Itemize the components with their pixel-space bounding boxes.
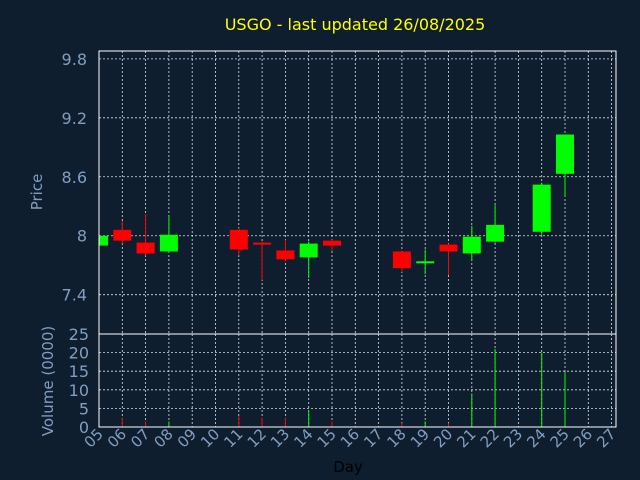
x-axis-label: Day: [333, 458, 363, 476]
candle-body: [462, 236, 481, 254]
candle-body: [416, 261, 435, 264]
volume-tick-label: 10: [69, 381, 89, 400]
candle-body: [439, 244, 458, 252]
volume-tick-label: 15: [69, 362, 89, 381]
candle-body: [159, 234, 178, 252]
x-tick-labels: 0506070809101112131415161718192021222324…: [81, 425, 620, 451]
volume-tick-label: 0: [79, 418, 89, 437]
volume-tick-label: 25: [69, 325, 89, 344]
price-candles: [98, 134, 574, 280]
x-tick-label: 27: [593, 425, 619, 451]
volume-gridlines: [99, 334, 616, 427]
price-tick-label: 9.8: [62, 50, 87, 69]
candle-body: [113, 229, 132, 241]
candle-body: [299, 243, 318, 258]
volume-axis-label: Volume (0000): [39, 326, 57, 436]
volume-tick-label: 5: [79, 399, 89, 418]
volume-panel-frame: [98, 333, 617, 428]
candle-body: [136, 242, 155, 254]
price-tick-label: 8: [77, 227, 87, 246]
chart-title: USGO - last updated 26/08/2025: [225, 15, 486, 34]
price-tick-label: 9.2: [62, 109, 87, 128]
price-tick-labels: 9.8 9.2 8.6 8 7.4: [62, 50, 87, 305]
volume-tick-label: 20: [69, 344, 89, 363]
candle-body: [556, 134, 574, 174]
candle-body: [276, 250, 295, 260]
price-tick-label: 7.4: [62, 286, 87, 305]
candle-body: [323, 240, 341, 246]
candle-body: [392, 251, 411, 269]
volume-bars: [98, 348, 566, 427]
candle-body: [99, 235, 108, 246]
price-axis-label: Price: [28, 174, 46, 211]
candle-body: [532, 184, 551, 232]
candle-body: [229, 229, 248, 250]
candle-body: [253, 242, 272, 245]
candle-body: [486, 224, 505, 242]
price-tick-label: 8.6: [62, 168, 87, 187]
